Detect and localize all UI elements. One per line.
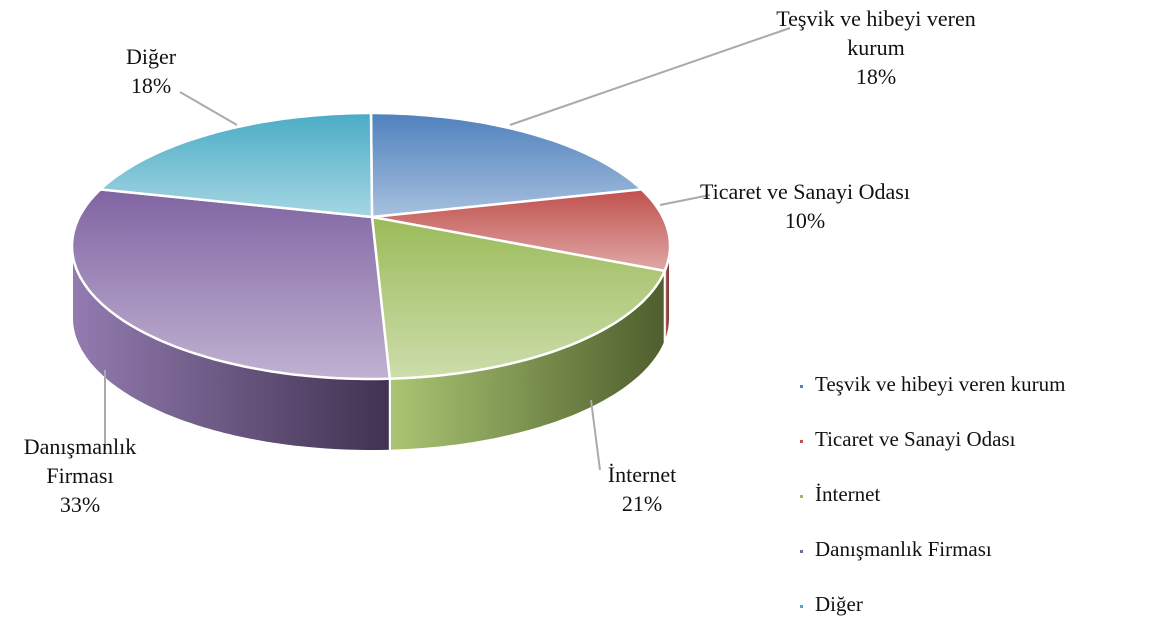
label-value: 18% [855,64,897,89]
label-value: 18% [130,73,172,98]
label-name: Diğer [125,44,177,69]
legend-marker [800,439,803,443]
data-label: Ticaret ve Sanayi Odası 10% [700,177,910,235]
legend-label: Danışmanlık Firması [815,537,992,561]
data-label: Diğer 18% [96,42,206,100]
slice [97,111,374,219]
legend-marker [800,604,803,608]
legend-item: Danışmanlık Firması [800,537,992,562]
legend-marker [800,384,803,388]
data-label: İnternet 21% [572,460,712,518]
label-name: Ticaret ve Sanayi Odası [700,179,910,204]
slice [70,188,392,381]
legend-item: İnternet [800,482,880,507]
leader-line [179,91,238,126]
leader-line [590,399,601,471]
legend-label: Ticaret ve Sanayi Odası [815,427,1016,451]
leader-line [659,194,711,206]
slice [371,188,672,273]
data-label: Danışmanlık Firması 33% [0,432,160,519]
legend-marker [800,494,803,498]
legend-item: Teşvik ve hibeyi veren kurum [800,372,1065,397]
legend-item: Diğer [800,592,863,617]
legend-label: Diğer [815,592,863,616]
data-label: Teşvik ve hibeyi veren kurum 18% [766,4,986,91]
legend-label: Teşvik ve hibeyi veren kurum [815,372,1066,396]
leader-line [509,27,791,126]
label-value: 10% [784,208,826,233]
label-name: Teşvik ve hibeyi veren kurum [776,6,976,60]
legend-label: İnternet [815,482,881,506]
legend-item: Ticaret ve Sanayi Odası [800,427,1015,452]
label-value: 33% [59,492,101,517]
slice [370,215,667,380]
label-name: Danışmanlık Firması [23,434,137,488]
legend-marker [800,549,803,553]
label-name: İnternet [607,462,677,487]
slice [369,111,645,219]
label-value: 21% [621,491,663,516]
